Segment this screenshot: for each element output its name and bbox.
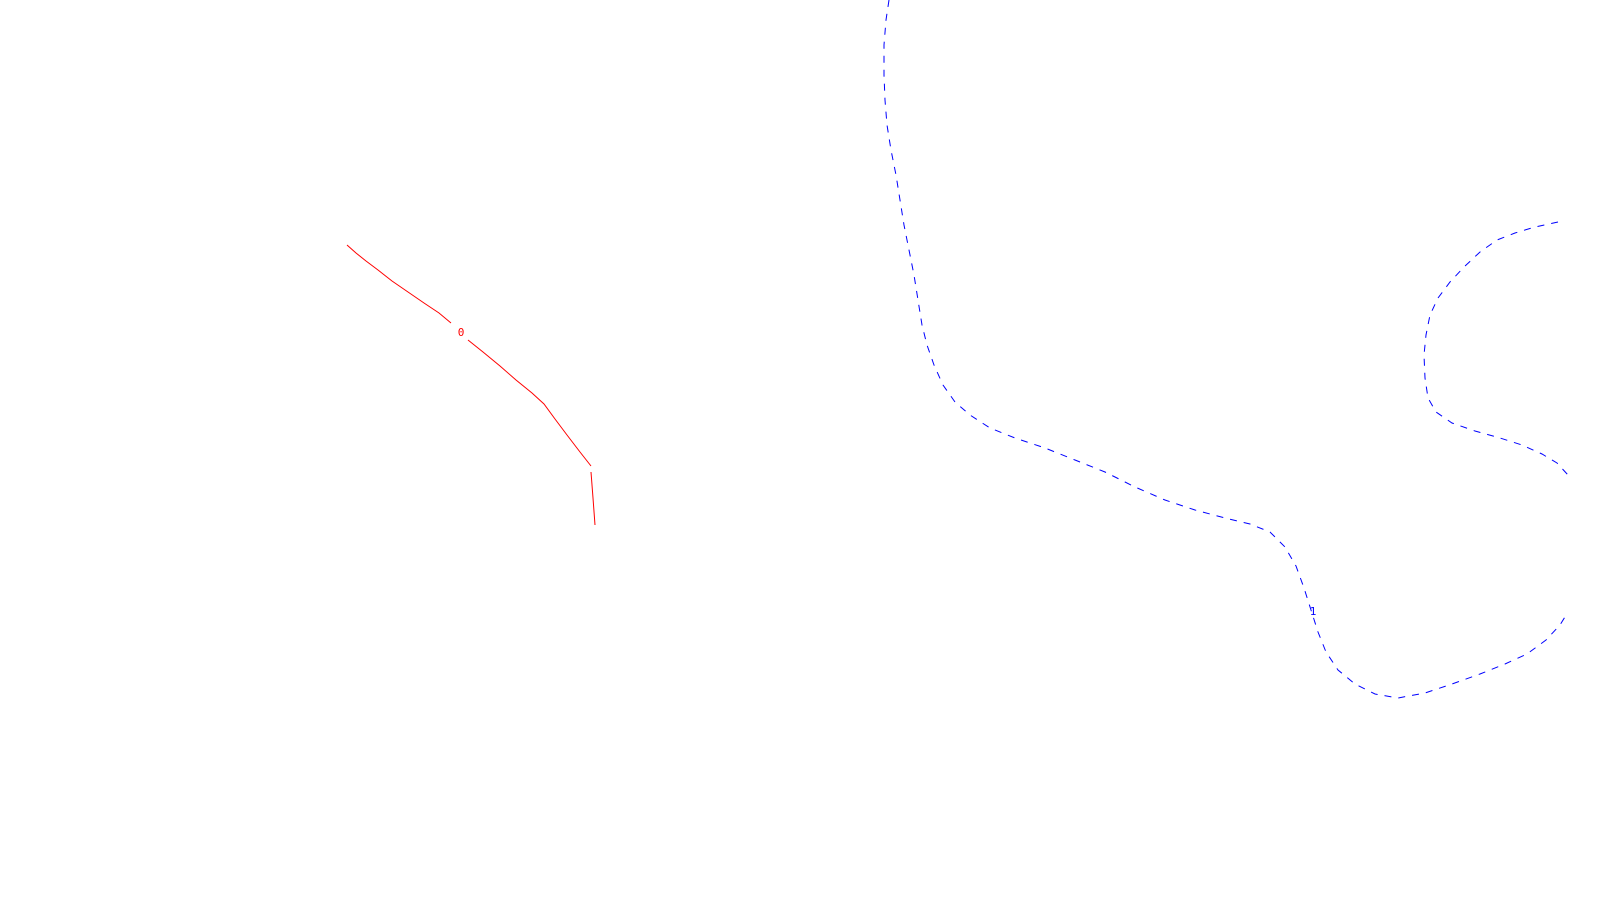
contour-group-red: 0 <box>346 244 596 526</box>
contour-group-blue: 1 <box>883 0 1569 699</box>
contour-line-blue-main <box>883 0 1569 699</box>
contour-label-blue: 1 <box>1310 605 1317 618</box>
contour-line-blue-right <box>1423 221 1569 476</box>
contour-label-red: 0 <box>458 326 465 339</box>
contour-line-red-upper <box>346 244 452 324</box>
contour-line-red-lower <box>467 339 596 526</box>
